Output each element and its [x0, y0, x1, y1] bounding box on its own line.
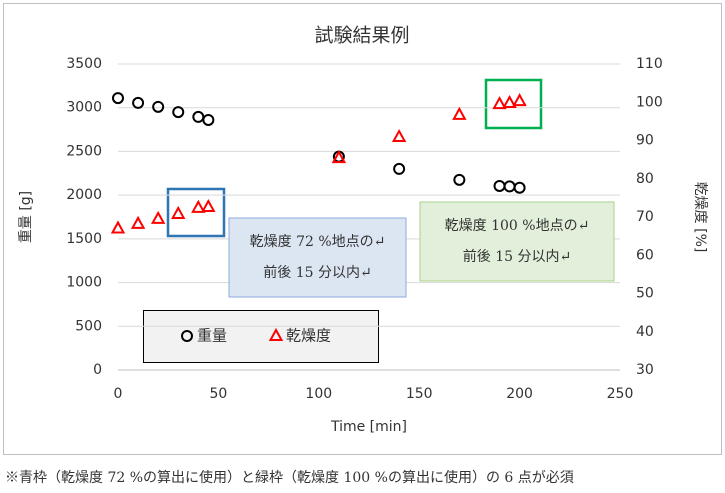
y2-tick-label: 60	[636, 247, 654, 263]
point	[191, 199, 206, 213]
point	[452, 106, 467, 120]
y2-tick-label: 30	[636, 362, 654, 378]
y-tick-label: 500	[75, 318, 102, 334]
point	[112, 92, 124, 105]
point	[130, 215, 146, 229]
point	[513, 181, 526, 194]
point	[171, 205, 186, 219]
point	[150, 210, 166, 224]
legend-box	[143, 310, 379, 363]
annotation-text: 前後 15 分以内↵	[263, 264, 371, 281]
y-tick-label: 0	[93, 362, 102, 378]
y2-axis-label: 乾燥度 [%]	[692, 182, 708, 253]
y2-tick-label: 70	[636, 209, 654, 225]
point	[172, 106, 185, 119]
y-tick-label: 3000	[66, 100, 102, 116]
point	[110, 220, 126, 234]
chart-title: 試験結果例	[314, 25, 409, 47]
y-tick-label: 2500	[66, 143, 102, 159]
blue-highlight	[166, 187, 226, 238]
y2-tick-label: 100	[636, 94, 663, 110]
annotation-text: 前後 15 分以内↵	[463, 248, 571, 265]
footnote: ※青枠（乾燥度 72 %の算出に使用）と緑枠（乾燥度 100 %の算出に使用）の…	[5, 469, 574, 486]
legend-marker	[181, 330, 193, 342]
point	[393, 162, 406, 175]
x-axis-label: Time [min]	[330, 419, 407, 435]
x-tick-label: 100	[305, 386, 332, 402]
annotation-text: 乾燥度 100 %地点の↵	[445, 218, 590, 234]
y-tick-label: 1000	[66, 275, 102, 291]
x-tick-label: 50	[209, 386, 227, 402]
y2-tick-label: 80	[636, 171, 654, 187]
y2-tick-label: 50	[636, 286, 654, 302]
y-tick-label: 2000	[66, 187, 102, 203]
point	[152, 100, 165, 113]
annotation-box	[228, 217, 407, 298]
x-tick-label: 200	[506, 386, 533, 402]
x-tick-label: 0	[114, 386, 123, 402]
annotation-text: 乾燥度 72 %地点の↵	[250, 234, 386, 250]
y-tick-label: 3500	[66, 56, 102, 72]
y-tick-label: 1500	[66, 231, 102, 247]
x-tick-label: 250	[607, 386, 634, 402]
x-tick-label: 150	[406, 386, 433, 402]
point	[201, 198, 216, 213]
annotation-box	[419, 201, 615, 282]
legend-marker	[268, 327, 284, 341]
point	[202, 113, 215, 126]
y-axis-label: 重量 [g]	[18, 191, 34, 243]
point	[331, 150, 347, 164]
y2-tick-label: 110	[636, 56, 663, 72]
point	[391, 128, 407, 143]
y2-tick-label: 40	[636, 324, 654, 340]
legend-label: 乾燥度	[286, 327, 331, 345]
point	[492, 96, 507, 110]
point	[512, 93, 527, 107]
y2-tick-label: 90	[636, 133, 654, 149]
point	[132, 96, 145, 109]
legend-label: 重量	[197, 327, 227, 345]
point	[502, 94, 517, 109]
point	[453, 173, 466, 186]
green-highlight	[484, 78, 543, 130]
